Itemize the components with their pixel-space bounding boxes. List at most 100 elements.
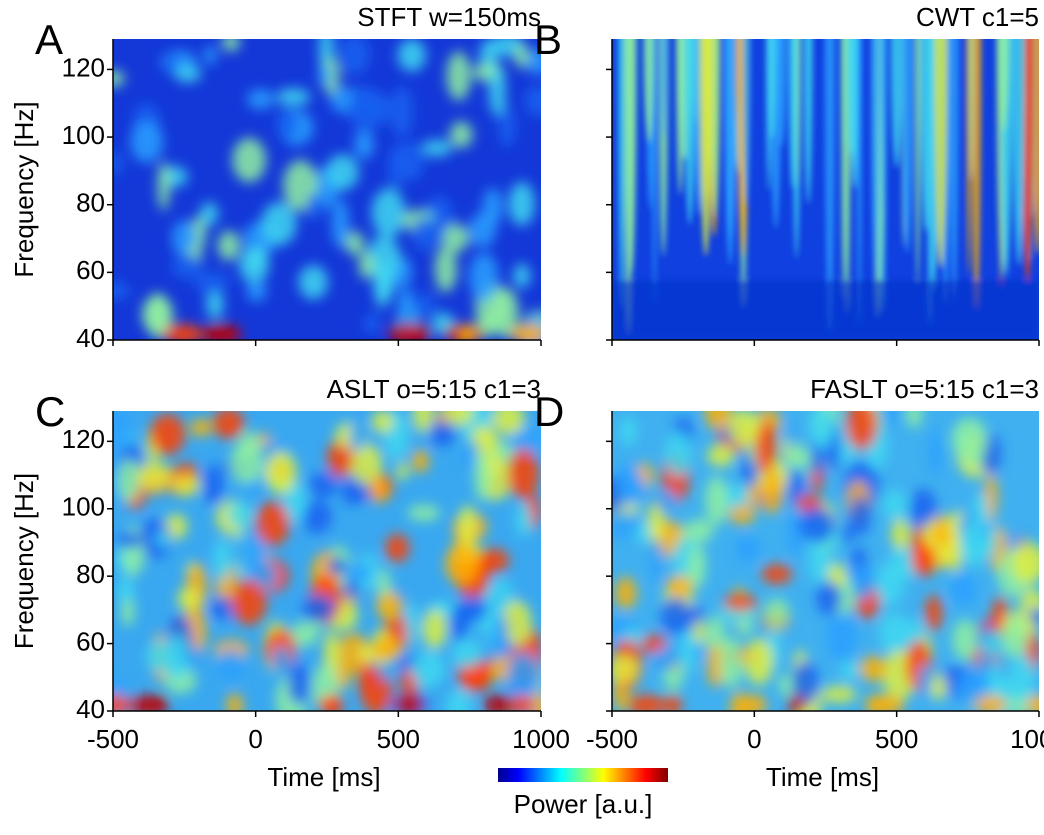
blob [723, 594, 758, 611]
bottom-dark [612, 280, 1039, 340]
blob [201, 324, 242, 340]
blob [446, 51, 471, 101]
blob [661, 489, 676, 509]
blob [217, 649, 245, 681]
blob [786, 445, 812, 470]
blob [514, 43, 529, 69]
blob [612, 511, 642, 538]
blob [664, 695, 682, 711]
blob [510, 324, 541, 340]
blob [754, 420, 777, 473]
streak [623, 39, 634, 336]
blob [396, 462, 409, 481]
blob [840, 659, 859, 681]
blob [358, 251, 374, 280]
blob [136, 462, 172, 492]
heatmap-texture [612, 39, 1039, 340]
blob [889, 547, 917, 581]
streak [971, 39, 982, 310]
blob [911, 544, 937, 577]
blob [265, 450, 297, 495]
blob [231, 579, 267, 626]
blob [445, 544, 479, 585]
streak [914, 39, 921, 284]
streak [880, 39, 886, 149]
blob [342, 562, 372, 583]
streak [742, 39, 751, 205]
blob [527, 47, 541, 76]
panel-title: CWT c1=5 [916, 2, 1039, 32]
blob [685, 518, 714, 543]
blob [137, 518, 172, 559]
blob [232, 533, 265, 572]
blob [171, 474, 200, 497]
blob [308, 472, 339, 498]
blob [450, 602, 468, 644]
y-tick-label: 80 [76, 188, 105, 218]
streak [998, 39, 1010, 132]
blob [687, 544, 706, 589]
blob [445, 688, 473, 711]
blob [327, 557, 347, 575]
blob [213, 538, 231, 582]
blob [719, 636, 743, 688]
blob [229, 442, 263, 484]
blob [272, 645, 290, 676]
blob [788, 695, 805, 711]
blob [397, 289, 413, 317]
blob [349, 419, 367, 452]
blob [167, 633, 189, 681]
blob [113, 70, 125, 88]
blob [371, 411, 394, 434]
blob [113, 151, 123, 176]
blob [325, 154, 359, 191]
blob [370, 477, 389, 503]
blob [283, 481, 307, 523]
streak [969, 39, 974, 180]
blob [728, 411, 759, 447]
blob [660, 596, 691, 635]
blob [704, 411, 732, 431]
blob [848, 496, 871, 537]
blob [434, 245, 457, 293]
blob [245, 245, 268, 269]
blob [306, 193, 322, 222]
blob [226, 693, 244, 711]
blob [449, 121, 473, 149]
blob [507, 652, 541, 698]
blob [664, 431, 692, 477]
x-tick-label: 500 [875, 724, 918, 754]
blob [130, 121, 164, 163]
streak [710, 39, 721, 218]
streak [847, 39, 855, 154]
blob [761, 564, 793, 585]
blob [331, 199, 350, 249]
blob [799, 506, 836, 544]
blob [177, 587, 200, 611]
blob [276, 88, 311, 107]
blob [323, 695, 342, 711]
blob [925, 594, 943, 632]
blob [950, 571, 976, 607]
blob [1011, 542, 1039, 584]
blob [532, 693, 541, 711]
blob [963, 449, 983, 468]
streak [856, 39, 863, 326]
blob [276, 108, 297, 140]
blob [174, 65, 202, 83]
blob [203, 45, 217, 66]
blob [327, 438, 354, 478]
panel-letter: C [35, 388, 65, 435]
blob [348, 85, 382, 132]
blob [809, 438, 823, 476]
blob [212, 411, 245, 440]
heatmap [113, 411, 541, 711]
blob [412, 215, 436, 252]
streak [661, 39, 667, 139]
blob [618, 416, 638, 446]
blob [928, 428, 942, 477]
y-tick-label: 100 [62, 492, 105, 522]
blob [149, 413, 186, 456]
blob [477, 548, 510, 573]
blob [317, 66, 332, 86]
